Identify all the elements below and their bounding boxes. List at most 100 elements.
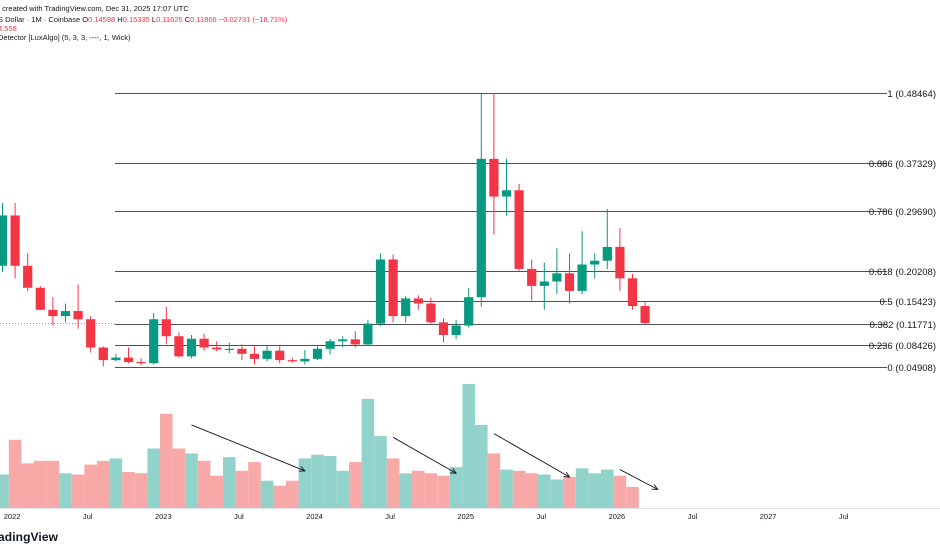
x-tick-3: Jul — [234, 512, 244, 521]
candle-body — [35, 287, 45, 310]
tradingview-logo-text: adingView — [0, 530, 59, 544]
candle-body — [0, 215, 8, 266]
candle-body — [413, 298, 423, 304]
volume-bar-36 — [449, 467, 463, 508]
x-tick-8: 2026 — [609, 512, 626, 521]
fib-label-0: 1 (0.48464) — [887, 89, 936, 100]
volume-bar-32 — [399, 473, 412, 508]
volume-bar-13 — [160, 413, 173, 508]
volume-bar-24 — [298, 458, 312, 508]
candle-body — [350, 339, 360, 345]
volume-bar-27 — [336, 470, 349, 508]
candle-body — [237, 348, 247, 354]
arrow-shaft — [619, 469, 658, 490]
candle-5 — [60, 303, 71, 323]
candles — [0, 93, 650, 367]
arrow-shaft — [191, 424, 306, 472]
ohlc-label-l: L — [151, 15, 157, 24]
symbol-info: S Dollar · 1M · Coinbase O0.14598 H0.153… — [0, 15, 287, 24]
candle-body — [464, 297, 474, 326]
fib-label-5: 0.382 (0.11771) — [870, 320, 936, 331]
volume-bar-39 — [487, 453, 501, 508]
candle-3 — [35, 285, 45, 310]
candle-9 — [111, 353, 121, 362]
candle-20 — [249, 346, 260, 365]
trend-arrow-2 — [493, 433, 571, 478]
volume-bar-26 — [323, 455, 337, 508]
candle-body — [564, 273, 575, 291]
volume-bar-12 — [147, 448, 160, 508]
candle-13 — [161, 306, 171, 345]
candle-30 — [375, 253, 386, 327]
candle-26 — [325, 338, 335, 355]
volume-bar-33 — [412, 470, 425, 508]
candle-body — [136, 362, 146, 364]
volume-bar-18 — [223, 457, 236, 508]
candle-body — [388, 259, 398, 317]
arrow-head — [450, 468, 457, 474]
volume-bar-46 — [575, 468, 589, 508]
x-tick-1: Jul — [83, 512, 93, 521]
candle-body — [552, 273, 562, 282]
candle-body — [501, 190, 512, 197]
volume-bar-20 — [248, 462, 261, 508]
candle-4 — [48, 297, 58, 326]
candle-8 — [98, 346, 108, 367]
candle-50 — [627, 273, 638, 310]
fib-label-7: 0 (0.04908) — [887, 363, 936, 374]
volume-bar-7 — [84, 464, 97, 508]
candle-43 — [539, 262, 549, 310]
volume-bar-34 — [424, 473, 438, 508]
volume-bar-49 — [613, 475, 627, 508]
volume-bar-16 — [197, 460, 211, 508]
candle-49 — [615, 228, 625, 291]
x-tick-6: 2025 — [457, 512, 474, 521]
candle-0 — [0, 202, 8, 273]
candle-body — [615, 246, 625, 279]
candle-body — [476, 158, 486, 298]
candle-51 — [640, 301, 650, 325]
volume-bar-1 — [8, 439, 22, 508]
x-tick-10: 2027 — [760, 512, 777, 521]
candle-body — [602, 246, 612, 261]
candle-24 — [300, 350, 310, 365]
volume-bar-48 — [601, 469, 614, 508]
candle-body — [23, 265, 33, 288]
volume-bar-41 — [512, 470, 526, 508]
candle-48 — [602, 209, 612, 269]
candle-12 — [149, 312, 159, 365]
candle-body — [262, 350, 272, 359]
volume-bar-31 — [386, 458, 400, 508]
arrow-shaft — [392, 436, 457, 474]
candle-15 — [186, 334, 197, 359]
candle-37 — [464, 287, 474, 328]
candle-body — [640, 306, 650, 324]
candle-body — [123, 357, 134, 363]
volume-bar-4 — [46, 460, 60, 508]
volume-bar-42 — [525, 473, 538, 508]
candle-body — [438, 322, 449, 335]
arrow-shaft — [493, 433, 570, 478]
volume-bar-25 — [311, 454, 324, 508]
ohlc-value-l: 0.11625 — [156, 15, 183, 24]
candle-29 — [363, 319, 373, 346]
indicator-label[interactable]: Detector [LuxAlgo] (5, 3, 3, ----, 1, Wi… — [0, 33, 131, 42]
volume-bar-23 — [286, 480, 299, 508]
candle-body — [401, 298, 411, 317]
volume-bar-0 — [0, 474, 9, 508]
candle-body — [338, 339, 348, 342]
candle-36 — [451, 319, 461, 340]
candle-body — [363, 323, 373, 345]
ohlc-value-o: 0.14598 — [88, 15, 116, 24]
candle-17 — [212, 341, 222, 352]
fib-label-3: 0.618 (0.20208) — [869, 267, 936, 278]
ohlc-label-c: C — [184, 15, 191, 24]
volume-bar-21 — [260, 480, 274, 508]
volume-bar-9 — [109, 458, 123, 508]
candle-body — [451, 325, 461, 335]
fib-label-6: 0.236 (0.08426) — [869, 341, 936, 352]
candle-body — [577, 264, 587, 291]
ohlc-readout: O0.14598 H0.15335 L0.11625 C0.11866 — [82, 15, 219, 24]
published-note: t created with TradingView.com, Dec 31, … — [0, 4, 189, 13]
